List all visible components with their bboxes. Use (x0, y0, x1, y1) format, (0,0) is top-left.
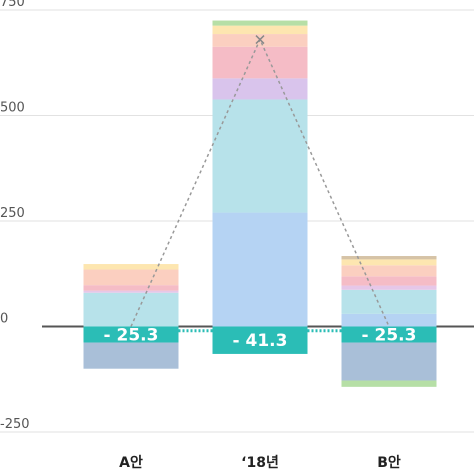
category-label: B안 (377, 454, 401, 471)
bar-segment-positive (341, 276, 437, 286)
bar-segment-positive (83, 290, 179, 293)
bar-segment-positive (212, 20, 308, 26)
labels: 750 500 250 0 -250 - 25.3 - 41.3 - 25.3 A안 ‘18년 B안 (0, 0, 417, 471)
y-tick-label: 750 (0, 0, 25, 10)
y-tick-label: 500 (0, 101, 25, 116)
highlight-value-label: - 41.3 (233, 331, 288, 351)
bar-segment-positive (341, 285, 437, 290)
bar-segment-highlight (341, 326, 437, 343)
bar-segment-positive (212, 99, 308, 213)
bar-segment-positive (212, 46, 308, 79)
y-tick-label: 250 (0, 206, 25, 221)
bar-segment-negative (341, 342, 437, 381)
y-tick-label: -250 (0, 417, 30, 432)
y-tick-label: 0 (0, 312, 8, 327)
bar-segment-positive (212, 25, 308, 35)
bar-segment-positive (83, 285, 179, 291)
category-label: ‘18년 (241, 455, 279, 471)
bar-segment-highlight (83, 326, 179, 343)
category-label: A안 (119, 454, 143, 471)
bar-segment-negative (83, 342, 179, 369)
bar-segment-positive (83, 292, 179, 327)
bar-segment-positive (341, 289, 437, 314)
bar-segment-positive (83, 269, 179, 286)
trend-marker (255, 35, 265, 45)
bar-segment-positive (341, 265, 437, 277)
highlight-value-label: - 25.3 (104, 326, 159, 346)
trend-line-layer (130, 35, 390, 327)
bar-segment-positive (212, 78, 308, 100)
bar-segment-positive (341, 256, 437, 260)
bar-segment-highlight (212, 326, 308, 354)
highlight-value-label: - 25.3 (362, 326, 417, 346)
bar-segment-positive (212, 212, 308, 327)
bar-segment-positive (341, 313, 437, 327)
bar-segment-positive (83, 264, 179, 270)
bar-segment-positive (341, 259, 437, 266)
bar-segment-negative (341, 380, 437, 387)
